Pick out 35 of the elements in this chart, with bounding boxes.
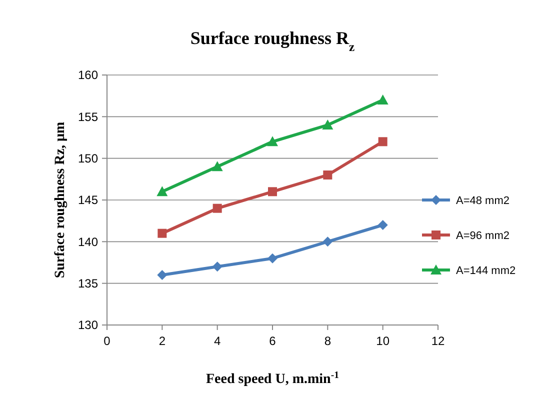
- y-tick-label: 150: [78, 152, 98, 166]
- point: [157, 270, 168, 280]
- point: [267, 136, 278, 146]
- point: [322, 120, 334, 130]
- x-tick-label: 12: [431, 334, 445, 348]
- legend-label: A=96 mm2: [456, 230, 510, 242]
- y-tick-label: 145: [78, 193, 98, 208]
- legend-label: A=48 mm2: [456, 194, 510, 207]
- y-tick-label: 160: [78, 68, 98, 82]
- point: [378, 220, 388, 230]
- y-tick-label: 155: [78, 110, 98, 124]
- point: [158, 228, 167, 238]
- legend-label: A=144 mm2: [456, 264, 516, 277]
- chart-title: Surface roughness R$_{z}$: [190, 28, 356, 54]
- x-tick-label: 0: [104, 334, 111, 348]
- point: [377, 94, 388, 104]
- x-tick-label: 6: [269, 334, 276, 348]
- y-tick-label: 135: [78, 276, 98, 291]
- x-tick-label: 2: [158, 334, 166, 348]
- x-axis-title: Feed speed U, m.min$^{-1}$: [206, 370, 340, 387]
- x-tick-label: 10: [376, 334, 390, 348]
- point: [212, 262, 222, 272]
- y-axis-title: Surface roughness Rz, µm: [53, 121, 68, 278]
- point: [268, 187, 277, 196]
- point: [378, 137, 388, 146]
- point: [323, 170, 332, 180]
- x-tick-label: 8: [324, 334, 332, 348]
- point: [212, 204, 222, 213]
- point: [322, 236, 333, 247]
- point: [156, 186, 168, 196]
- point: [268, 253, 278, 264]
- y-tick-label: 140: [78, 234, 98, 249]
- y-tick-label: 130: [78, 318, 98, 332]
- point: [212, 161, 223, 172]
- x-tick-label: 4: [214, 334, 221, 348]
